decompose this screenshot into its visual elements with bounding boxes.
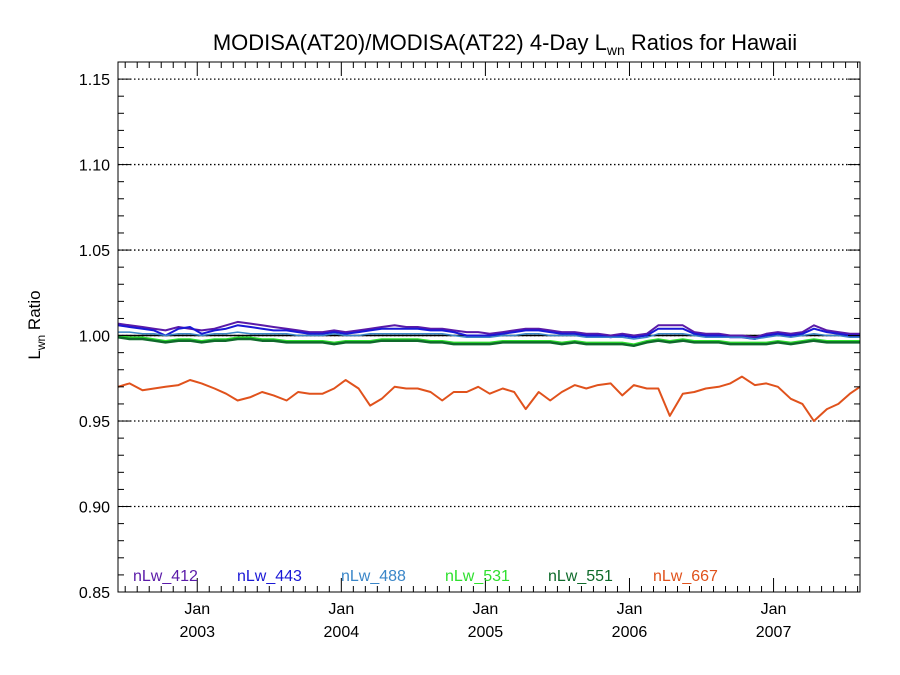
y-axis-label-suffix: Ratio <box>25 290 44 334</box>
plot-frame <box>117 61 861 593</box>
series-line-nlw-551 <box>117 336 860 348</box>
x-axis: Jan 2003 Jan 2004 Jan 2005 Jan 2006 Jan 2007 <box>124 62 859 641</box>
x-tick-label-month: Jan <box>184 601 210 618</box>
x-tick-label-year: 2003 <box>179 624 215 641</box>
series-line-nlw-412 <box>117 320 860 339</box>
y-tick-label: 1.05 <box>79 243 110 260</box>
series-line-nlw-488 <box>118 331 860 340</box>
y-axis-label-subscript: wn <box>34 335 48 351</box>
legend-item-nlw-551: nLw_551 <box>548 568 613 585</box>
y-axis-label-main: L <box>25 350 44 359</box>
series-line-nlw-531 <box>117 334 860 345</box>
x-tick-label-month: Jan <box>472 601 498 618</box>
legend-item-nlw-412: nLw_412 <box>133 568 198 585</box>
y-tick-label: 0.95 <box>79 414 110 431</box>
y-axis-label: Lwn Ratio <box>25 290 48 359</box>
legend-item-nlw-531: nLw_531 <box>445 568 510 585</box>
legend: nLw_412 nLw_443 nLw_488 nLw_531 nLw_551 nLw_6… <box>133 568 718 585</box>
x-tick-label-year: 2006 <box>612 624 648 641</box>
y-tick-label: 1.10 <box>79 158 110 175</box>
x-tick-label-month: Jan <box>761 601 787 618</box>
chart-title-subscript: wn <box>606 42 625 58</box>
y-tick-label: 1.00 <box>79 329 110 346</box>
plot-border <box>117 61 861 593</box>
legend-item-nlw-443: nLw_443 <box>237 568 302 585</box>
x-tick-label-year: 2007 <box>756 624 792 641</box>
x-tick-label-month: Jan <box>617 601 643 618</box>
series-line-nlw-667 <box>117 375 861 422</box>
y-tick-label: 1.15 <box>79 72 110 89</box>
chart-title: MODISA(AT20)/MODISA(AT22) 4-Day Lwn Rati… <box>213 30 797 58</box>
grid-layer <box>118 78 860 508</box>
y-axis: 0.85 0.90 0.95 1.00 1.05 1.10 1.15 <box>79 61 860 602</box>
legend-item-nlw-488: nLw_488 <box>341 568 406 585</box>
legend-item-nlw-667: nLw_667 <box>653 568 718 585</box>
y-tick-label: 0.90 <box>79 500 110 517</box>
series-layer <box>117 320 861 422</box>
x-tick-label-month: Jan <box>328 601 354 618</box>
chart-title-suffix: Ratios for Hawaii <box>625 30 797 55</box>
x-tick-label-year: 2005 <box>468 624 504 641</box>
x-tick-label-year: 2004 <box>324 624 360 641</box>
y-tick-label: 0.85 <box>79 585 110 602</box>
chart-title-prefix: MODISA(AT20)/MODISA(AT22) 4-Day L <box>213 30 607 55</box>
